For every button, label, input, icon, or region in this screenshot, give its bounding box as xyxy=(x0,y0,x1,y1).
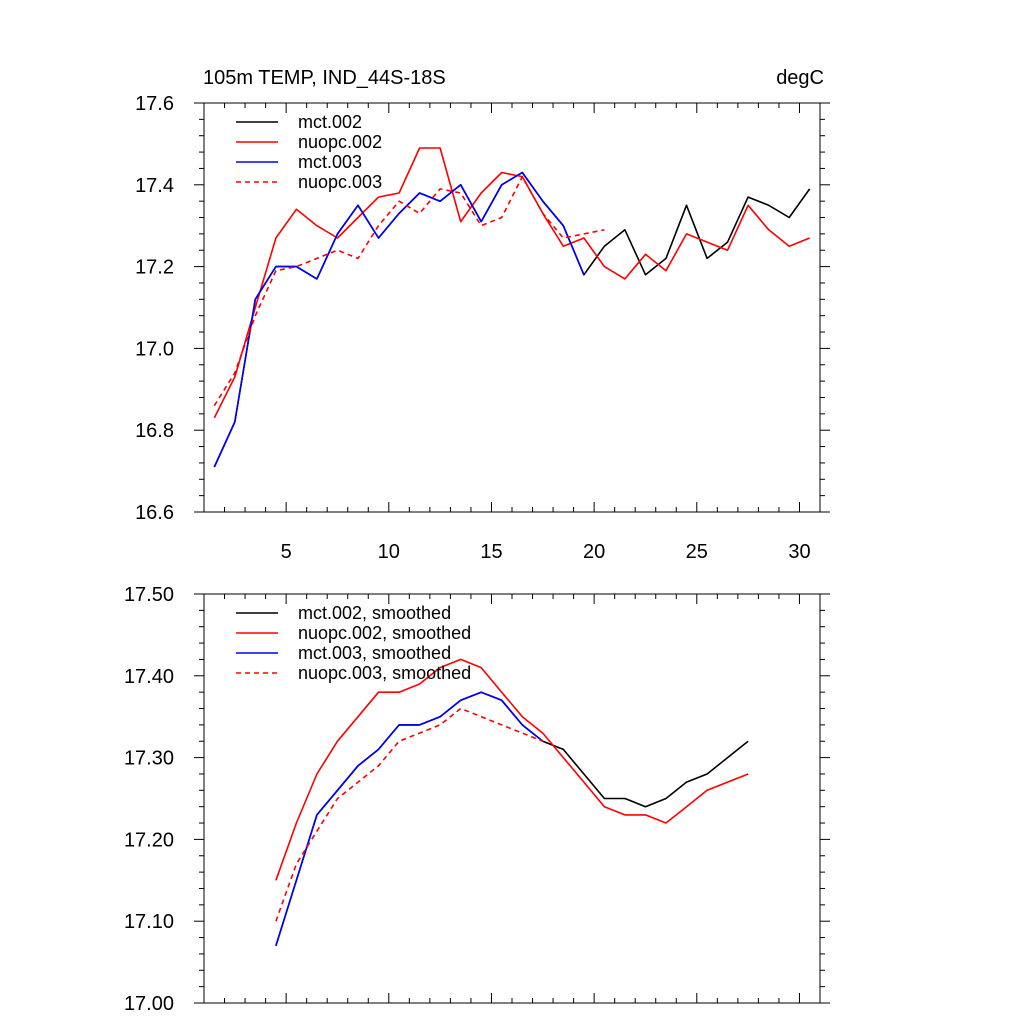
series-line xyxy=(275,691,544,946)
x-tick-label: 10 xyxy=(378,541,400,563)
y-tick-label: 17.2 xyxy=(135,257,174,279)
y-tick-label: 17.4 xyxy=(135,175,174,197)
legend-label: mct.002, smoothed xyxy=(298,603,451,623)
y-tick-label: 17.0 xyxy=(135,338,174,360)
top-chart-panel: 105m TEMP, IND_44S-18S degC 5 10 15 20 25 30 1… xyxy=(135,67,830,563)
x-tick-label: 25 xyxy=(686,541,708,563)
y-tick-label: 17.00 xyxy=(124,993,174,1015)
x-tick-label: 20 xyxy=(583,541,605,563)
y-tick-label: 17.6 xyxy=(135,93,174,115)
bottom-series xyxy=(275,658,749,946)
chart-title: 105m TEMP, IND_44S-18S xyxy=(203,67,446,89)
legend-label: mct.003 xyxy=(298,152,362,172)
series-line xyxy=(275,658,749,881)
y-tick-label: 16.8 xyxy=(135,420,174,442)
bottom-chart-panel: 17.00 17.10 17.20 17.30 17.40 17.50 mct.002, … xyxy=(124,584,830,1015)
top-axes: 5 10 15 20 25 30 16.6 16.8 17.0 17.2 17.4 17.6 xyxy=(135,93,830,563)
x-tick-label: 5 xyxy=(281,541,292,563)
y-tick-label: 17.10 xyxy=(124,911,174,933)
x-tick-label: 30 xyxy=(788,541,810,563)
bottom-axes: 17.00 17.10 17.20 17.30 17.40 17.50 xyxy=(124,584,830,1015)
x-tick-label: 15 xyxy=(480,541,502,563)
units-label: degC xyxy=(776,67,824,89)
y-tick-label: 17.50 xyxy=(124,584,174,606)
y-tick-label: 17.30 xyxy=(124,748,174,770)
legend-label: mct.002 xyxy=(298,112,362,132)
top-series xyxy=(213,147,811,468)
legend-label: nuopc.003 xyxy=(298,172,382,192)
y-tick-label: 17.40 xyxy=(124,666,174,688)
legend-label: nuopc.003, smoothed xyxy=(298,663,471,683)
legend-label: nuopc.002 xyxy=(298,132,382,152)
series-line xyxy=(213,171,585,468)
series-line xyxy=(213,147,810,419)
y-tick-label: 17.20 xyxy=(124,829,174,851)
series-line xyxy=(213,175,605,407)
legend-label: nuopc.002, smoothed xyxy=(298,623,471,643)
legend-label: mct.003, smoothed xyxy=(298,643,451,663)
series-line xyxy=(275,707,544,922)
y-tick-label: 16.6 xyxy=(135,502,174,524)
